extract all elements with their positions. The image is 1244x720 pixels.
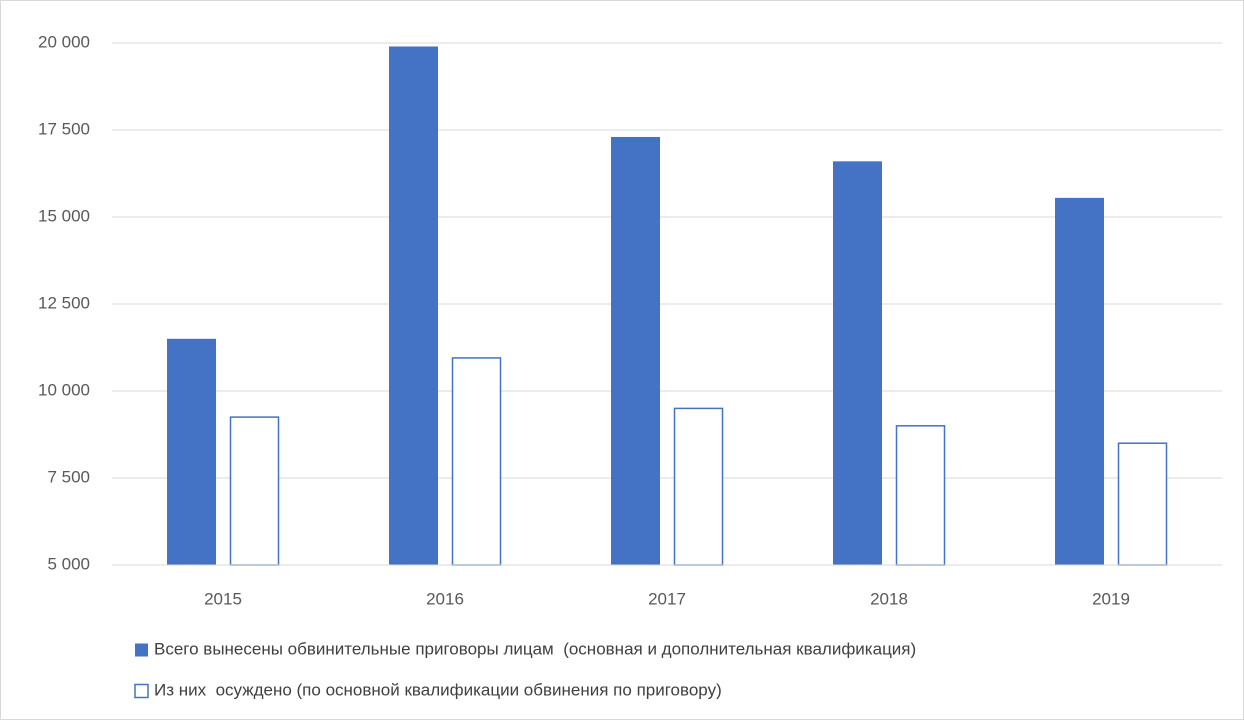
bar: [389, 46, 438, 566]
bar: [1055, 197, 1104, 566]
bar: [1117, 442, 1168, 566]
y-tick-label: 20 000: [38, 32, 90, 51]
y-tick-label: 12 500: [38, 293, 90, 312]
y-tick-label: 15 000: [38, 206, 90, 225]
y-tick-label: 7 500: [47, 467, 90, 486]
y-tick-label: 5 000: [47, 554, 90, 573]
bar: [895, 425, 946, 566]
y-tick-label: 10 000: [38, 380, 90, 399]
bar: [833, 161, 882, 565]
x-tick-label: 2016: [426, 589, 464, 608]
bar: [673, 407, 724, 566]
x-tick-label: 2018: [870, 589, 908, 608]
legend-text: Всего вынесены обвинительные приговоры л…: [154, 639, 916, 658]
legend-marker: [135, 643, 148, 657]
bar: [229, 416, 280, 566]
legend-text: Из них осуждено (по основной квалификаци…: [154, 680, 722, 699]
x-tick-label: 2017: [648, 589, 686, 608]
bar: [167, 338, 216, 565]
legend-marker: [134, 683, 149, 699]
x-tick-label: 2019: [1092, 589, 1130, 608]
x-tick-label: 2015: [204, 589, 242, 608]
bar: [451, 357, 502, 566]
y-tick-label: 17 500: [38, 119, 90, 138]
bar: [611, 136, 660, 565]
